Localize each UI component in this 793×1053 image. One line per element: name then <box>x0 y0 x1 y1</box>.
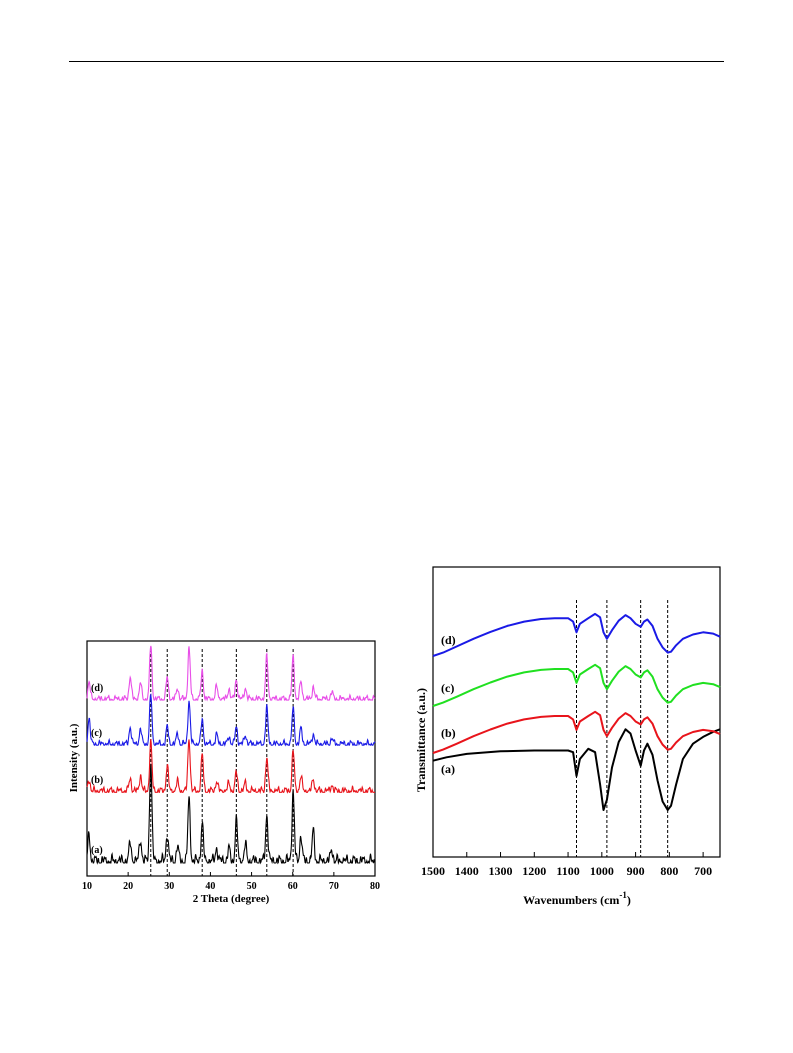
xrd-x-ticks: 10 20 30 40 50 60 70 80 <box>82 872 380 892</box>
xrd-x-tick-label: 20 <box>123 881 133 892</box>
ftir-series-labels: (a) (b) (c) (d) <box>441 633 456 776</box>
xrd-x-axis-label: 2 Theta (degree) <box>193 893 270 905</box>
xrd-x-tick-label: 80 <box>370 881 380 892</box>
ftir-x-ticks: 1500 1400 1300 1200 1100 1000 900 800 700 <box>421 852 712 878</box>
ftir-x-tick-label: 800 <box>660 864 678 878</box>
xrd-series-line <box>86 763 376 865</box>
ftir-x-tick-label: 1500 <box>421 864 445 878</box>
ftir-x-axis-label-sup: -1 <box>619 890 627 900</box>
xrd-reference-lines <box>150 649 294 876</box>
ftir-series-group <box>432 612 721 811</box>
ftir-series-label: (c) <box>441 681 454 695</box>
ftir-series-label: (d) <box>441 633 456 647</box>
xrd-x-tick-label: 60 <box>288 881 298 892</box>
xrd-series-label: (c) <box>91 728 102 739</box>
ftir-x-axis-label-end: ) <box>627 893 631 907</box>
xrd-series-labels: (a) (b) (c) (d) <box>91 683 103 856</box>
xrd-x-tick-label: 50 <box>247 881 257 892</box>
xrd-series-line <box>86 645 376 703</box>
xrd-series-label: (b) <box>91 775 103 786</box>
xrd-chart-svg: (a) (b) (c) (d) 10 20 30 40 50 60 70 80 2 Theta (d… <box>68 640 380 905</box>
ftir-x-tick-label: 900 <box>627 864 645 878</box>
ftir-x-tick-label: 1300 <box>489 864 513 878</box>
ftir-chart: (a) (b) (c) (d) 1500 1400 1300 1200 1100 1000 900… <box>410 560 735 920</box>
xrd-series-label: (d) <box>91 683 103 694</box>
ftir-series-label: (a) <box>441 762 455 776</box>
ftir-series-label: (b) <box>441 726 456 740</box>
ftir-series-line <box>432 728 721 811</box>
ftir-series-line <box>432 663 721 707</box>
ftir-x-tick-label: 1100 <box>556 864 579 878</box>
xrd-chart: (a) (b) (c) (d) 10 20 30 40 50 60 70 80 2 Theta (d… <box>60 620 400 920</box>
ftir-x-tick-label: 1200 <box>522 864 546 878</box>
xrd-series-group <box>86 645 376 865</box>
ftir-series-line <box>432 710 721 754</box>
ftir-x-tick-label: 1000 <box>590 864 614 878</box>
ftir-x-tick-label: 700 <box>694 864 712 878</box>
ftir-x-axis-label: Wavenumbers (cm-1) <box>523 890 631 907</box>
xrd-series-label: (a) <box>91 845 103 856</box>
xrd-plot-frame <box>86 640 376 877</box>
ftir-reference-lines <box>576 600 669 857</box>
xrd-series-line <box>86 738 375 794</box>
xrd-x-tick-label: 10 <box>82 881 92 892</box>
ftir-x-axis-label-main: Wavenumbers (cm <box>523 893 619 907</box>
ftir-x-tick-label: 1400 <box>455 864 479 878</box>
page-header-rule <box>69 61 724 62</box>
xrd-x-tick-label: 70 <box>329 881 339 892</box>
ftir-chart-svg: (a) (b) (c) (d) 1500 1400 1300 1200 1100 1000 900… <box>414 566 721 907</box>
ftir-y-axis-label: Transmittance (a.u.) <box>414 688 428 792</box>
xrd-x-tick-label: 40 <box>205 881 215 892</box>
ftir-series-line <box>432 612 721 657</box>
xrd-series-line <box>86 692 376 747</box>
xrd-x-tick-label: 30 <box>164 881 174 892</box>
xrd-y-axis-label: Intensity (a.u.) <box>68 723 80 792</box>
